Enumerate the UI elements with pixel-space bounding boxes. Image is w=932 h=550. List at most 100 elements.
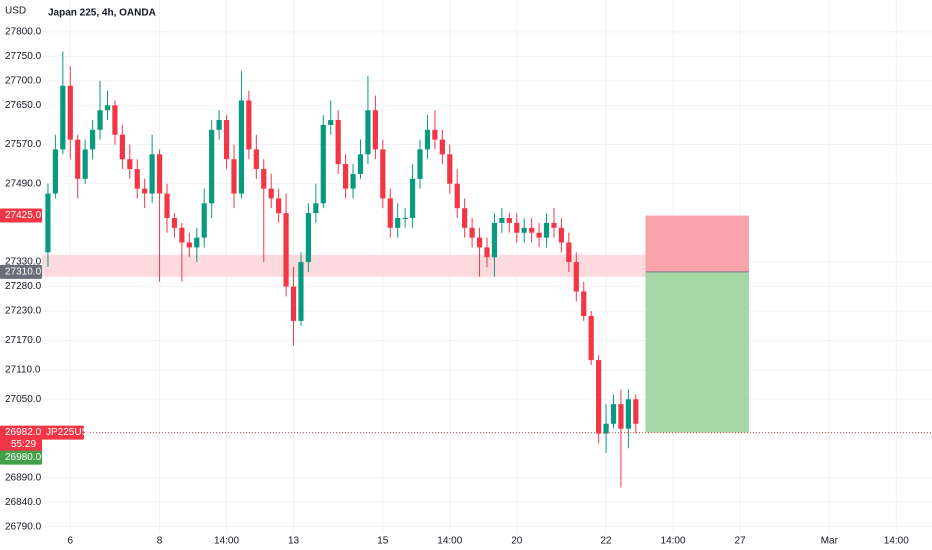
y-tick-label: 27230.0 bbox=[5, 306, 42, 317]
candle-body bbox=[45, 193, 51, 253]
x-tick-label: 6 bbox=[67, 536, 73, 547]
candle-body bbox=[238, 100, 245, 194]
symbol-label: JP225USD bbox=[46, 427, 95, 438]
y-tick-label: 27050.0 bbox=[5, 394, 42, 405]
candle-body bbox=[625, 399, 631, 429]
candle-body bbox=[357, 154, 364, 174]
countdown: 55:29 bbox=[11, 439, 36, 450]
x-tick-label: 20 bbox=[511, 536, 523, 547]
candle-body bbox=[573, 262, 579, 292]
y-tick-label: 27110.0 bbox=[5, 365, 41, 376]
x-tick-label: 27 bbox=[734, 536, 746, 547]
candle-body bbox=[343, 164, 349, 189]
candle-body bbox=[179, 227, 185, 243]
y-tick-label: 26840.0 bbox=[5, 497, 42, 508]
candle-body bbox=[588, 315, 594, 361]
candle-body bbox=[313, 203, 319, 214]
candle-body bbox=[372, 110, 378, 150]
y-tick-label: 27750.0 bbox=[5, 51, 42, 62]
candle-body bbox=[156, 154, 163, 194]
price-badge bbox=[0, 450, 42, 465]
candle-body bbox=[424, 129, 431, 150]
unit-label: USD bbox=[5, 6, 26, 17]
candle-body bbox=[112, 105, 118, 135]
candle-body bbox=[186, 242, 192, 248]
candle-body bbox=[52, 149, 58, 194]
candle-body bbox=[253, 149, 259, 170]
candle-body bbox=[67, 85, 73, 140]
x-tick-label: 22 bbox=[601, 536, 613, 547]
candle-body bbox=[223, 120, 230, 160]
candle-body bbox=[127, 159, 133, 170]
candle-body bbox=[209, 129, 215, 204]
x-tick-label: Mar bbox=[821, 536, 839, 547]
x-tick-label: 8 bbox=[157, 536, 163, 547]
price-badge-label: 27425.0 bbox=[5, 210, 42, 221]
candle-body bbox=[268, 188, 274, 199]
candle-body bbox=[484, 247, 490, 258]
x-tick-label: 13 bbox=[288, 536, 300, 547]
x-tick-label: 15 bbox=[377, 536, 389, 547]
candle-body bbox=[491, 222, 498, 258]
price-badge bbox=[0, 208, 42, 223]
y-tick-label: 26790.0 bbox=[5, 521, 42, 532]
candle-body bbox=[305, 213, 312, 263]
candle-body bbox=[551, 222, 557, 228]
candle-body bbox=[558, 227, 565, 243]
candle-body bbox=[454, 183, 460, 209]
price-badge bbox=[0, 264, 42, 279]
y-tick-label: 27280.0 bbox=[5, 281, 42, 292]
candle-body bbox=[261, 169, 267, 189]
candle-body bbox=[290, 286, 297, 321]
x-tick-label: 14:00 bbox=[437, 536, 462, 547]
y-tick-label: 27570.0 bbox=[5, 139, 42, 150]
candle-body bbox=[581, 291, 587, 316]
candle-body bbox=[246, 100, 252, 150]
candle-body bbox=[439, 139, 445, 155]
price-badge-label: 26980.0 bbox=[5, 452, 42, 463]
candle-body bbox=[409, 178, 416, 219]
plot-area bbox=[42, 51, 932, 488]
zone bbox=[42, 254, 646, 277]
candle-body bbox=[231, 159, 237, 194]
candle-body bbox=[447, 154, 453, 184]
candle-body bbox=[216, 120, 222, 130]
y-tick-label: 27330.0 bbox=[5, 257, 42, 268]
candle-body bbox=[469, 227, 475, 238]
candle-body bbox=[60, 85, 66, 150]
y-tick-label: 27800.0 bbox=[5, 26, 42, 37]
y-tick-label: 27700.0 bbox=[5, 75, 42, 86]
y-tick-label: 26890.0 bbox=[5, 472, 42, 483]
candle-body bbox=[529, 227, 535, 233]
candle-body bbox=[164, 193, 170, 219]
candle-body bbox=[543, 222, 550, 238]
candle-body bbox=[387, 198, 393, 228]
candle-body bbox=[283, 213, 289, 287]
candle-body bbox=[596, 360, 602, 434]
candle-body bbox=[149, 154, 155, 194]
y-tick-label: 27170.0 bbox=[5, 335, 42, 346]
price-badge bbox=[0, 425, 42, 452]
candle-body bbox=[618, 404, 624, 429]
candle-body bbox=[506, 218, 512, 223]
price-badge-label: 27310.0 bbox=[5, 267, 42, 278]
candle-body bbox=[350, 173, 356, 189]
candle-body bbox=[171, 218, 178, 228]
candle-body bbox=[82, 149, 88, 179]
stop-zone bbox=[645, 215, 749, 272]
price-badge-label: 26982.0 bbox=[5, 427, 42, 438]
y-tick-label: 27490.0 bbox=[5, 178, 42, 189]
candle-body bbox=[476, 237, 483, 248]
candle-body bbox=[90, 129, 96, 150]
candle-body bbox=[402, 218, 408, 220]
y-tick-label: 27650.0 bbox=[5, 100, 42, 111]
candle-body bbox=[97, 110, 103, 130]
candle-body bbox=[119, 134, 125, 160]
candle-body bbox=[201, 203, 207, 238]
candle-body bbox=[633, 399, 639, 424]
candle-body bbox=[298, 262, 304, 321]
candle-body bbox=[610, 404, 617, 424]
candle-body bbox=[320, 124, 326, 204]
candle-body bbox=[276, 198, 282, 214]
candle-body bbox=[603, 423, 609, 434]
